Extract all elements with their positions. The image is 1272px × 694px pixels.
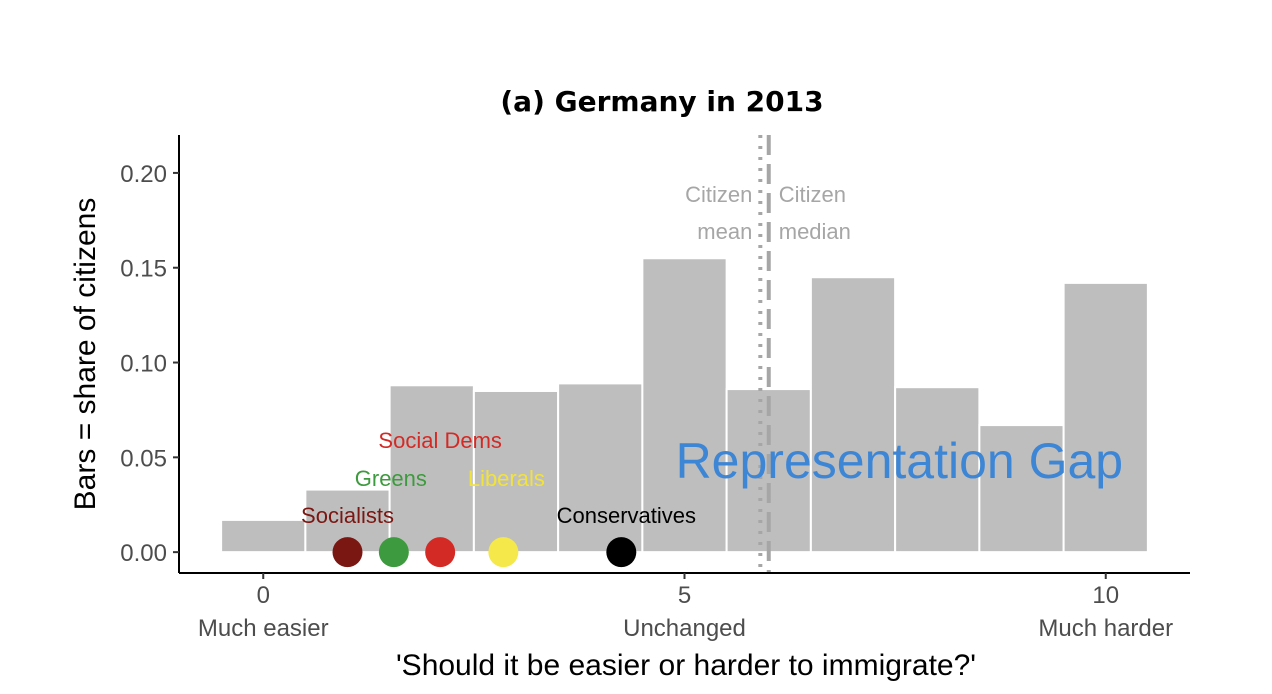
party-label: Liberals: [468, 466, 545, 491]
histogram-bar: [557, 382, 644, 554]
party-marker: [425, 537, 456, 568]
representation-gap-label: Representation Gap: [676, 433, 1124, 489]
histogram-bar: [894, 386, 981, 554]
x-tick-sublabel: Much harder: [1038, 615, 1173, 642]
chart-title: (a) Germany in 2013: [500, 85, 823, 118]
x-axis-ticks: 0 Much easier 5 Unchanged 10 Much harder: [198, 573, 1173, 642]
reference-lines: Citizen mean Citizen median: [685, 135, 851, 573]
y-tick-label: 0.15: [120, 256, 167, 283]
y-tick-label: 0.10: [120, 351, 167, 378]
x-axis-title: 'Should it be easier or harder to immigr…: [396, 649, 976, 682]
citizen-median-label: median: [779, 219, 851, 244]
histogram-bar: [978, 424, 1065, 554]
y-tick-label: 0.05: [120, 445, 167, 472]
y-tick-label: 0.20: [120, 161, 167, 188]
citizen-median-label: Citizen: [779, 182, 846, 207]
histogram-bar: [1062, 281, 1149, 554]
party-label: Conservatives: [557, 503, 696, 528]
party-marker: [378, 537, 409, 568]
citizen-mean-label: Citizen: [685, 182, 752, 207]
party-marker: [488, 537, 519, 568]
x-tick-label: 5: [678, 582, 691, 609]
x-tick-sublabel: Much easier: [198, 615, 329, 642]
x-tick-sublabel: Unchanged: [623, 615, 746, 642]
party-label: Greens: [355, 466, 427, 491]
histogram-bar: [641, 257, 728, 554]
y-tick-label: 0.00: [120, 540, 167, 567]
histogram-bar: [809, 276, 897, 554]
x-tick-label: 10: [1092, 582, 1119, 609]
party-label: Socialists: [301, 503, 394, 528]
x-tick-label: 0: [257, 582, 270, 609]
bars: [220, 257, 1149, 554]
party-markers: Socialists Greens Social Dems Liberals Conse…: [301, 428, 696, 568]
party-marker: [332, 537, 363, 568]
citizen-mean-label: mean: [697, 219, 752, 244]
histogram-bar: [220, 518, 307, 554]
party-label: Social Dems: [378, 428, 501, 453]
y-axis-title: Bars = share of citizens: [69, 198, 102, 511]
histogram-bar: [388, 384, 475, 554]
y-axis-ticks: 0.00 0.05 0.10 0.15 0.20: [120, 161, 179, 567]
party-marker: [606, 537, 637, 568]
